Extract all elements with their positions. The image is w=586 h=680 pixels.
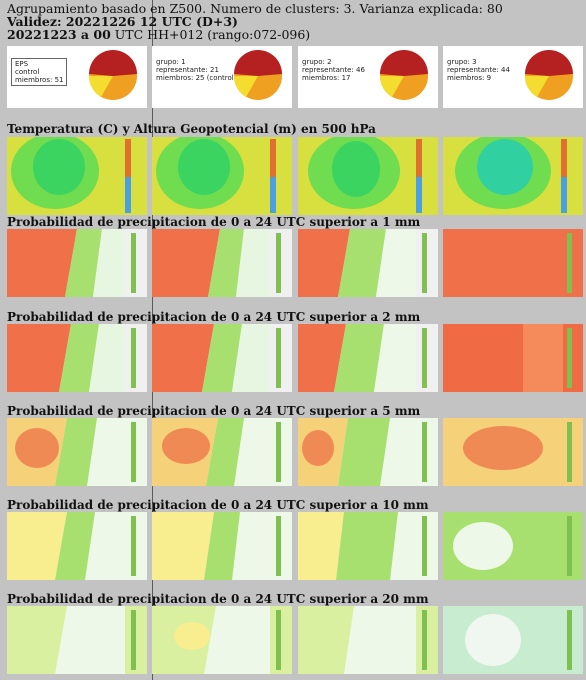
precip-map[interactable] bbox=[152, 418, 292, 486]
precip-map[interactable] bbox=[7, 606, 147, 674]
precip-map-image bbox=[298, 512, 438, 580]
precip-map[interactable] bbox=[298, 324, 438, 392]
precip-map-image bbox=[152, 418, 292, 486]
precip-map-image bbox=[152, 229, 292, 297]
cluster-label: EPS bbox=[15, 60, 29, 68]
precip-map-image bbox=[152, 512, 292, 580]
header-run-range: UTC HH+012 (rango:072-096) bbox=[110, 27, 311, 42]
cluster-info: grupo: 3 representante: 44 miembros: 9 bbox=[447, 58, 510, 82]
cluster-members: miembros: 25 (control) bbox=[156, 74, 237, 82]
precip-map[interactable] bbox=[443, 606, 583, 674]
precip-map[interactable] bbox=[298, 606, 438, 674]
temperature-map-image bbox=[298, 137, 438, 215]
header-line-1: Agrupamiento basado en Z500. Numero de c… bbox=[7, 1, 503, 16]
precip-map-image bbox=[298, 229, 438, 297]
precip-20mm-row bbox=[7, 606, 583, 676]
precip-map-image bbox=[7, 418, 147, 486]
cluster-panel-1[interactable]: grupo: 1 representante: 21 miembros: 25 … bbox=[152, 46, 292, 108]
precip-map-image bbox=[298, 606, 438, 674]
precip-map[interactable] bbox=[7, 324, 147, 392]
precip-map[interactable] bbox=[443, 324, 583, 392]
precip-map[interactable] bbox=[298, 229, 438, 297]
precip-map[interactable] bbox=[443, 229, 583, 297]
section-title-precip-2mm: Probabilidad de precipitacion de 0 a 24 … bbox=[7, 310, 421, 324]
cluster-panel-eps[interactable]: EPS control miembros: 51 bbox=[7, 46, 147, 108]
header-run-date: 20221223 a 00 bbox=[7, 27, 111, 42]
temperature-map[interactable] bbox=[443, 137, 583, 215]
precip-map[interactable] bbox=[152, 229, 292, 297]
precip-map-image bbox=[443, 606, 583, 674]
temperature-row bbox=[7, 137, 583, 217]
precip-map-image bbox=[7, 606, 147, 674]
precip-map-image bbox=[7, 229, 147, 297]
precip-map-image bbox=[298, 418, 438, 486]
cluster-row: EPS control miembros: 51 grupo: 1 repres… bbox=[7, 46, 583, 110]
pie-chart-icon bbox=[524, 50, 573, 100]
precip-map[interactable] bbox=[298, 512, 438, 580]
cluster-members: miembros: 51 bbox=[15, 76, 64, 84]
precip-map-image bbox=[443, 512, 583, 580]
precip-map-image bbox=[298, 324, 438, 392]
pie-chart-icon bbox=[379, 50, 428, 100]
precip-map-image bbox=[152, 324, 292, 392]
temperature-map[interactable] bbox=[152, 137, 292, 215]
section-title-precip-20mm: Probabilidad de precipitacion de 0 a 24 … bbox=[7, 592, 429, 606]
cluster-rep: representante: 21 bbox=[156, 66, 219, 74]
cluster-label: grupo: 1 bbox=[156, 58, 186, 66]
temperature-map-image bbox=[7, 137, 147, 215]
precip-10mm-row bbox=[7, 512, 583, 582]
precip-map-image bbox=[7, 324, 147, 392]
cluster-label: grupo: 2 bbox=[302, 58, 332, 66]
cluster-info: grupo: 1 representante: 21 miembros: 25 … bbox=[156, 58, 236, 82]
temperature-map-image bbox=[443, 137, 583, 215]
cluster-panel-3[interactable]: grupo: 3 representante: 44 miembros: 9 bbox=[443, 46, 583, 108]
cluster-label: grupo: 3 bbox=[447, 58, 477, 66]
cluster-rep: representante: 44 bbox=[447, 66, 510, 74]
cluster-info: EPS control miembros: 51 bbox=[11, 58, 68, 86]
precip-map-image bbox=[7, 512, 147, 580]
precip-5mm-row bbox=[7, 418, 583, 488]
section-title-temperature: Temperatura (C) y Altura Geopotencial (m… bbox=[7, 122, 376, 136]
pie-chart-icon bbox=[88, 50, 137, 100]
precip-map-image bbox=[152, 606, 292, 674]
precip-map[interactable] bbox=[443, 512, 583, 580]
precip-map[interactable] bbox=[7, 418, 147, 486]
precip-map[interactable] bbox=[7, 512, 147, 580]
precip-map[interactable] bbox=[298, 418, 438, 486]
precip-map-image bbox=[443, 324, 583, 392]
precip-map-image bbox=[443, 229, 583, 297]
precip-map[interactable] bbox=[152, 606, 292, 674]
cluster-panel-2[interactable]: grupo: 2 representante: 46 miembros: 17 bbox=[298, 46, 438, 108]
cluster-rep: representante: 46 bbox=[302, 66, 365, 74]
page-header: Agrupamiento basado en Z500. Numero de c… bbox=[7, 2, 503, 41]
cluster-rep: control bbox=[15, 68, 40, 76]
header-run-line: 20221223 a 00 UTC HH+012 (rango:072-096) bbox=[7, 28, 503, 41]
section-title-precip-1mm: Probabilidad de precipitacion de 0 a 24 … bbox=[7, 215, 421, 229]
temperature-map[interactable] bbox=[298, 137, 438, 215]
precip-1mm-row bbox=[7, 229, 583, 299]
cluster-info: grupo: 2 representante: 46 miembros: 17 bbox=[302, 58, 365, 82]
pie-chart-icon bbox=[233, 50, 282, 100]
temperature-map[interactable] bbox=[7, 137, 147, 215]
cluster-members: miembros: 17 bbox=[302, 74, 351, 82]
precip-map-image bbox=[443, 418, 583, 486]
temperature-map-image bbox=[152, 137, 292, 215]
precip-map[interactable] bbox=[443, 418, 583, 486]
section-title-precip-10mm: Probabilidad de precipitacion de 0 a 24 … bbox=[7, 498, 429, 512]
precip-map[interactable] bbox=[152, 512, 292, 580]
header-validity: Validez: 20221226 12 UTC (D+3) bbox=[7, 14, 238, 29]
precip-map[interactable] bbox=[152, 324, 292, 392]
precip-map[interactable] bbox=[7, 229, 147, 297]
cluster-members: miembros: 9 bbox=[447, 74, 492, 82]
section-title-precip-5mm: Probabilidad de precipitacion de 0 a 24 … bbox=[7, 404, 421, 418]
precip-2mm-row bbox=[7, 324, 583, 394]
